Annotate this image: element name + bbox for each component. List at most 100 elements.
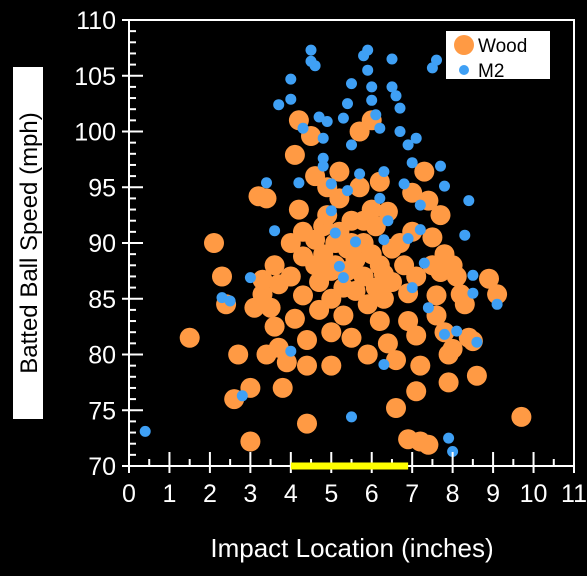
wood-point	[410, 355, 431, 376]
m2-point	[329, 227, 341, 239]
m2-point	[350, 236, 361, 248]
wood-point	[369, 311, 390, 331]
m2-point	[439, 328, 450, 340]
x-tick-label: 10	[520, 480, 548, 508]
legend-marker-m2	[459, 65, 469, 75]
m2-point	[378, 359, 390, 370]
wood-point	[288, 199, 309, 220]
wood-point	[442, 338, 463, 359]
m2-point	[285, 345, 297, 357]
m2-point	[224, 295, 236, 307]
m2-point	[422, 302, 434, 314]
wood-point	[204, 233, 224, 253]
x-tick-label: 11	[561, 480, 587, 508]
m2-point	[346, 139, 357, 151]
y-tick-label: 75	[88, 397, 116, 425]
m2-point	[378, 166, 390, 178]
wood-point	[406, 325, 427, 346]
m2-point	[451, 325, 463, 337]
wood-point	[349, 177, 370, 198]
wood-point	[430, 205, 451, 226]
wood-point	[264, 255, 285, 276]
m2-point	[439, 180, 450, 192]
wood-point	[179, 327, 200, 348]
wood-point	[345, 249, 366, 270]
legend-marker-wood	[454, 35, 474, 55]
m2-point	[337, 112, 349, 124]
wood-point	[252, 269, 273, 290]
m2-point	[382, 215, 394, 227]
wood-point	[487, 284, 508, 305]
y-tick-labels: 70 75 80 85 90 95 100 105 110	[74, 7, 116, 481]
m2-point	[471, 336, 483, 348]
wood-point	[361, 199, 382, 220]
m2-point	[394, 102, 406, 114]
wood-point	[422, 227, 443, 248]
m2-point	[342, 185, 353, 197]
m2-point	[354, 168, 366, 180]
y-tick-label: 95	[88, 174, 116, 202]
y-tick-label: 105	[74, 63, 116, 91]
m2-point	[390, 90, 402, 102]
m2-point	[402, 233, 414, 244]
m2-point	[402, 139, 414, 151]
wood-point	[260, 297, 281, 318]
series-m2	[139, 44, 503, 457]
wood-point	[321, 322, 342, 343]
wood-point	[297, 413, 317, 434]
m2-point	[362, 64, 374, 76]
y-tick-marks	[122, 19, 143, 467]
m2-point	[418, 257, 430, 269]
x-tick-label: 1	[163, 480, 177, 508]
x-tick-label: 0	[122, 480, 136, 508]
wood-point	[365, 216, 386, 237]
wood-point	[276, 352, 297, 373]
m2-point	[463, 195, 475, 207]
wood-point	[373, 288, 394, 309]
m2-point	[467, 287, 479, 299]
m2-point	[342, 98, 353, 110]
m2-point	[406, 282, 418, 294]
m2-point	[366, 94, 378, 106]
m2-point	[431, 54, 442, 66]
wood-point	[418, 434, 439, 455]
wood-point	[454, 294, 475, 315]
m2-point	[297, 122, 309, 134]
x-tick-label: 6	[365, 480, 379, 508]
m2-point	[467, 269, 479, 281]
m2-point	[406, 157, 418, 169]
x-tick-label: 9	[486, 480, 500, 508]
m2-point	[443, 432, 455, 444]
m2-point	[414, 199, 426, 211]
wood-point	[293, 285, 313, 306]
x-tick-label: 4	[284, 480, 298, 508]
y-tick-label: 70	[88, 453, 116, 481]
m2-point	[435, 160, 446, 172]
y-axis-title-group: Batted Ball Speed (mph)	[13, 67, 43, 419]
wood-point	[284, 308, 305, 329]
y-axis-title-background	[13, 67, 43, 419]
m2-point	[337, 272, 349, 284]
wood-point	[341, 327, 362, 348]
wood-point	[321, 355, 342, 376]
wood-point	[297, 330, 317, 350]
wood-point	[272, 377, 293, 398]
wood-point	[357, 344, 378, 365]
m2-point	[362, 44, 374, 56]
wood-point	[377, 201, 398, 222]
m2-point	[386, 81, 398, 93]
y-tick-label: 85	[88, 286, 116, 314]
wood-point	[212, 266, 232, 287]
m2-point	[414, 224, 426, 236]
m2-point	[374, 192, 386, 204]
m2-point	[317, 160, 329, 172]
wood-point	[414, 161, 435, 182]
m2-point	[398, 178, 410, 190]
m2-point	[285, 93, 297, 105]
y-tick-label: 100	[74, 119, 116, 147]
wood-point	[256, 188, 277, 209]
m2-point	[244, 272, 256, 284]
wood-point	[329, 161, 350, 182]
wood-point	[284, 144, 305, 165]
series-layer	[139, 44, 532, 457]
